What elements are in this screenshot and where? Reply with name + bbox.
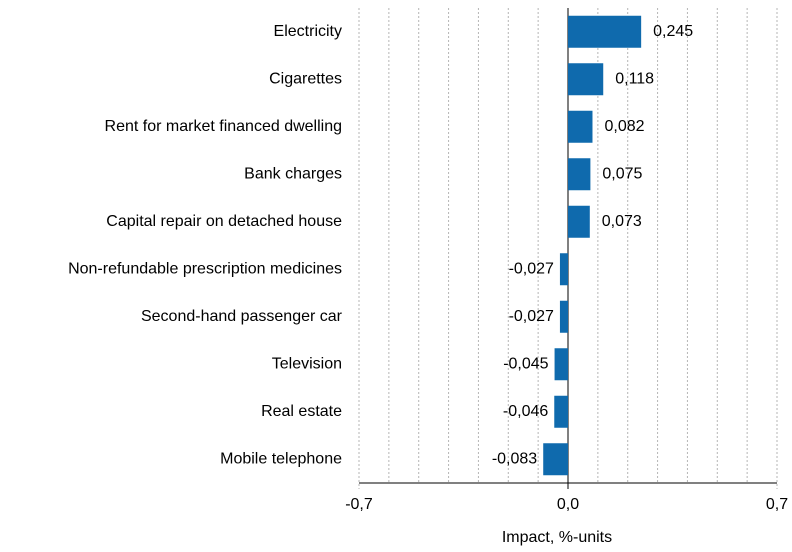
bar [568, 110, 593, 143]
value-label: 0,082 [604, 118, 644, 135]
bar [568, 158, 591, 191]
value-label: 0,118 [615, 70, 654, 87]
value-label: -0,027 [509, 260, 554, 277]
x-axis-title: Impact, %-units [502, 529, 612, 546]
x-tick-label: 0,7 [766, 496, 788, 513]
bar [543, 443, 568, 476]
bar [568, 205, 590, 238]
bar [568, 63, 604, 96]
value-label: -0,083 [492, 450, 537, 467]
y-tick-label: Television [272, 355, 342, 372]
y-tick-label: Cigarettes [269, 70, 342, 87]
bar [559, 253, 568, 286]
x-tick-label: -0,7 [345, 496, 373, 513]
value-label: 0,075 [602, 165, 642, 182]
value-label: 0,073 [602, 213, 642, 230]
value-label: -0,046 [503, 403, 548, 420]
bar [554, 395, 568, 428]
y-tick-label: Electricity [274, 23, 342, 40]
y-tick-label: Real estate [261, 403, 342, 420]
y-tick-label: Second-hand passenger car [141, 308, 343, 325]
y-tick-label: Rent for market financed dwelling [105, 118, 342, 135]
bar [559, 300, 568, 333]
bar [554, 348, 568, 381]
y-tick-label: Mobile telephone [220, 450, 342, 467]
bar [568, 15, 642, 48]
y-tick-label: Non-refundable prescription medicines [68, 260, 342, 277]
value-label: 0,245 [653, 23, 693, 40]
value-label: -0,045 [503, 355, 548, 372]
y-tick-label: Bank charges [244, 165, 342, 182]
y-tick-label: Capital repair on detached house [106, 213, 342, 230]
x-tick-label: 0,0 [557, 496, 579, 513]
value-label: -0,027 [509, 308, 554, 325]
